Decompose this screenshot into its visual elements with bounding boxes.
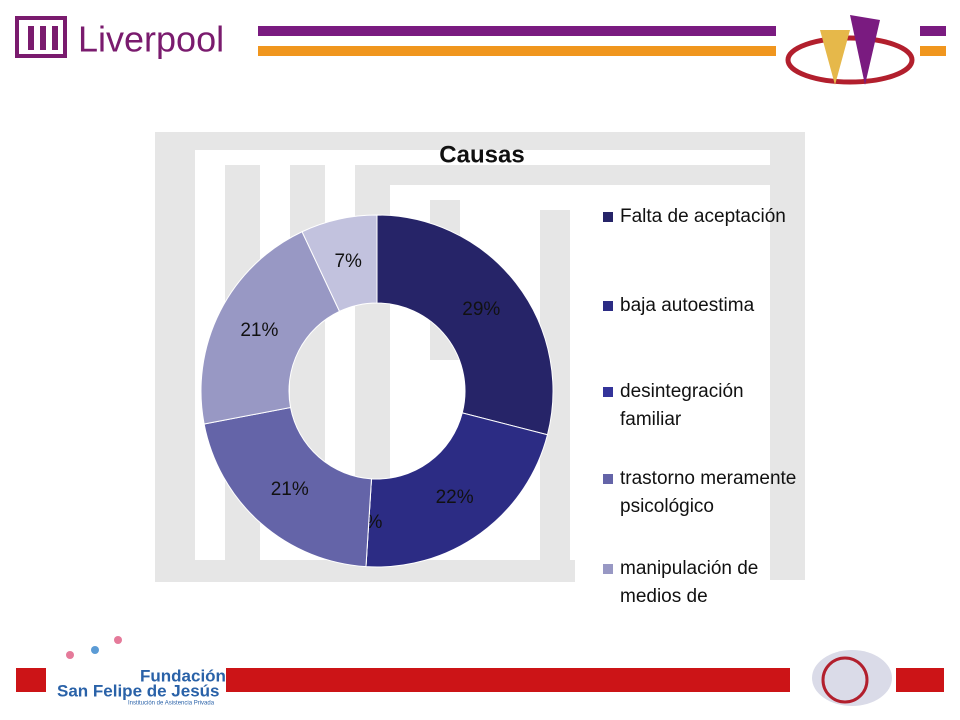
donut-slice [301, 214, 378, 313]
donut-slice [203, 406, 373, 568]
data-label: 21% [240, 320, 278, 341]
org-name: San Felipe de Jesús [57, 681, 220, 700]
header-stripe [920, 26, 946, 36]
foundation-logo: Fundación San Felipe de Jesús Institució… [57, 636, 226, 707]
legend-swatch [603, 212, 613, 222]
footer-bar [226, 668, 790, 692]
legend-label: desintegración familiar [620, 381, 744, 430]
footer-emblem [812, 650, 892, 706]
legend-label: trastorno meramente psicológico [620, 468, 797, 517]
org-name: Fundación [140, 666, 226, 685]
legend-swatch [603, 474, 613, 484]
legend-label: manipulación de medios de [620, 558, 759, 607]
data-label: 29% [462, 299, 500, 320]
header-stripe [258, 46, 776, 56]
legend-swatch [603, 387, 613, 397]
footer-bar [896, 668, 944, 692]
legend-swatch [603, 301, 613, 311]
data-label: 22% [436, 487, 474, 508]
data-label: 7% [334, 251, 362, 272]
footer-bar [16, 668, 46, 692]
legend-label: Falta de aceptación [620, 206, 786, 227]
header-emblem [785, 15, 915, 85]
liverpool-logo: Liverpool [15, 16, 224, 60]
legend-swatch [603, 564, 613, 574]
chart-title: Causas [439, 141, 524, 168]
brand-name: Liverpool [78, 19, 224, 60]
header-stripe [258, 26, 776, 36]
donut-slice [365, 412, 549, 568]
org-subtitle: Institución de Asistencia Privada [128, 701, 215, 707]
data-label: 21% [271, 479, 309, 500]
donut-slice [376, 214, 554, 436]
legend-label: baja autoestima [620, 295, 755, 316]
donut-slice [200, 231, 341, 425]
header-stripe [920, 46, 946, 56]
